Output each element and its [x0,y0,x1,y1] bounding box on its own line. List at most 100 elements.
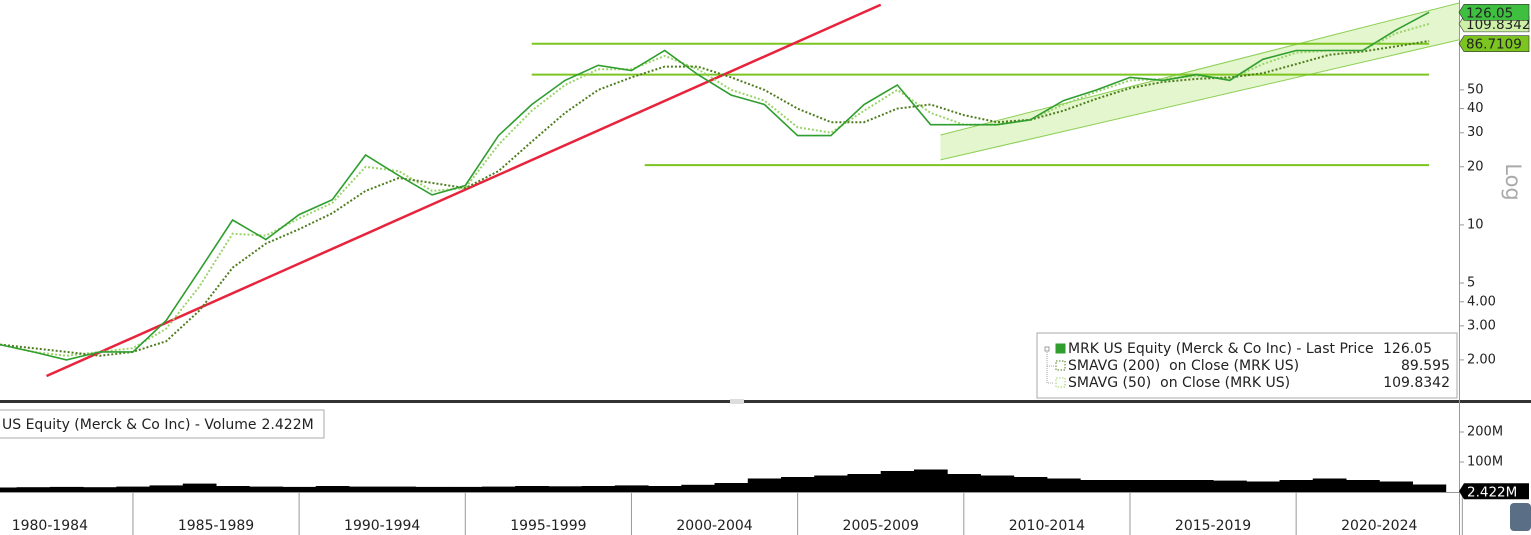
volume-bar [315,486,350,492]
volume-bar [1379,481,1413,492]
x-tick-label: 1980-1984 [12,518,88,534]
volume-bar [116,486,151,492]
y-tick-label: 100M [1467,455,1503,470]
volume-bar [1312,478,1347,492]
legend-value: 126.05 [1383,341,1432,357]
volume-bar [980,475,1015,492]
volume-bar [149,485,184,492]
divider-handle[interactable] [730,399,744,404]
legend-label: SMAVG (200) on Close (MRK US) [1068,358,1299,374]
legend-box [0,409,325,439]
volume-bar [415,486,450,492]
log-label: Log [1501,163,1525,201]
y-tick-label: 5 [1467,276,1475,291]
volume-bar [515,486,549,492]
legend-swatch [1055,343,1066,354]
y-tick-label: 200M [1467,425,1503,440]
y-tick-label: 2.00 [1467,352,1496,367]
legend-label: MRK US Equity (Merck & Co Inc) - Last Pr… [1068,341,1374,357]
volume-bar [216,486,250,492]
volume-bar [1346,480,1380,492]
price-line [0,40,1430,357]
y-tick-label: 10 [1467,217,1484,232]
volume-bar [448,486,483,492]
price-line [0,22,1430,357]
legend-name: US Equity (Merck & Co Inc) - Volume [2,417,257,433]
y-tick-label: 4.00 [1467,294,1496,309]
volume-bar [814,475,848,492]
x-tick-label: 2015-2019 [1175,518,1251,534]
legend-swatch [1055,360,1066,371]
volume-bar [282,486,317,492]
volume-bar [1113,480,1148,492]
value-tag [1459,483,1529,500]
legend-tree [1046,352,1054,384]
volume-bar [747,478,782,492]
value-tag-label: 126.05 [1466,5,1513,21]
legend-value: 109.8342 [1383,375,1450,391]
volume-bar [913,469,948,492]
volume-bar [382,486,416,492]
price-line [0,11,1430,361]
x-tick-label: 2010-2014 [1009,518,1085,534]
value-tag [1458,35,1530,53]
volume-bar [681,484,716,492]
volume-bar [249,486,283,492]
volume-bar [1046,478,1081,492]
volume-bar [1279,480,1314,492]
volume-bar [182,483,217,492]
y-tick-label: 30 [1467,125,1484,140]
volume-bar [1213,480,1247,492]
volume-bar [1146,480,1181,492]
y-tick-label: 3.00 [1467,318,1496,333]
volume-bar [714,483,749,492]
x-tick-label: 2020-2024 [1341,518,1417,534]
x-tick-label: 1985-1989 [178,518,254,534]
corner-button[interactable] [1510,503,1531,531]
value-tag [1458,4,1530,21]
volume-bar [1179,480,1214,492]
channel-area [940,2,1459,160]
value-tag-label: 109.8342 [1466,17,1530,33]
volume-bar [0,487,18,492]
volume-bar [1246,481,1281,492]
legend-swatch [1055,377,1066,388]
volume-bar [880,471,915,492]
channel-upper [940,2,1459,136]
value-tag-label: 2.422M [1467,484,1517,500]
x-tick-label: 1995-1999 [510,518,586,534]
volume-bar [1412,484,1447,492]
x-tick-label: 2000-2004 [676,518,752,534]
price-plot [0,2,1459,378]
volume-bar [481,486,516,492]
legend-value: 89.595 [1401,358,1450,374]
y-tick-label: 40 [1467,101,1484,116]
volume-bar [781,477,815,492]
y-tick-label: 50 [1467,82,1484,97]
volume-bar [348,486,383,492]
volume-bar [16,487,51,492]
volume-bar [648,486,682,492]
volume-bar [847,474,882,492]
volume-bar [548,486,583,492]
legend-label: SMAVG (50) on Close (MRK US) [1068,375,1290,391]
volume-bar [83,487,117,492]
legend-label: US Equity (Merck & Co Inc) - Volume 2.422… [2,417,314,433]
volume-bar [49,486,84,492]
volume-plot [0,469,1447,492]
legend-value: 2.422M [262,417,314,433]
volume-bar [1080,480,1114,492]
volume-bar [1013,477,1048,492]
legend-box [1036,332,1458,399]
channel-lower [940,39,1459,161]
trend-line [46,3,882,378]
volume-bar [581,486,616,492]
volume-bar [614,485,649,492]
legend-tree [1044,346,1050,352]
y-tick-label: 20 [1467,159,1484,174]
x-tick-label: 1990-1994 [344,518,420,534]
x-tick-label: 2005-2009 [843,518,919,534]
value-tag-label: 86.7109 [1466,37,1522,53]
